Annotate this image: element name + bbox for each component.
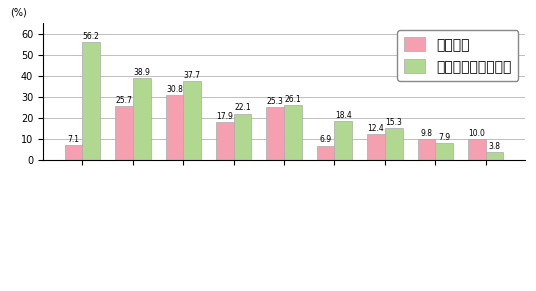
Text: 15.3: 15.3 [385,118,402,127]
Text: 17.9: 17.9 [217,112,233,121]
Bar [183,81,201,160]
Bar [65,145,83,160]
Bar [216,123,234,160]
Bar [418,139,435,160]
Text: 12.4: 12.4 [368,124,384,133]
Text: 37.7: 37.7 [184,71,200,80]
Bar [334,121,352,160]
Bar [83,42,100,160]
Bar [435,143,453,160]
Text: 3.8: 3.8 [488,142,501,151]
Text: 7.9: 7.9 [438,133,450,142]
Text: 25.3: 25.3 [267,97,284,106]
Bar [266,107,284,160]
Text: 22.1: 22.1 [234,104,251,113]
Bar [133,78,151,160]
Text: 7.1: 7.1 [68,135,80,144]
Bar [284,105,302,160]
Bar [468,139,486,160]
Text: 30.8: 30.8 [166,85,183,94]
Bar [317,146,334,160]
Bar [234,113,251,160]
Bar [367,134,385,160]
Text: 56.2: 56.2 [83,32,100,41]
Bar [486,152,503,160]
Bar [166,95,183,160]
Legend: パソコン, 携帯インターネット: パソコン, 携帯インターネット [397,30,518,81]
Text: 26.1: 26.1 [285,95,301,104]
Text: 38.9: 38.9 [133,68,150,77]
Bar [385,128,403,160]
Text: 6.9: 6.9 [319,136,332,144]
Y-axis label: (%): (%) [10,8,27,18]
Text: 25.7: 25.7 [116,96,132,105]
Text: 18.4: 18.4 [335,111,352,120]
Text: 10.0: 10.0 [468,129,485,138]
Bar [115,106,133,160]
Text: 9.8: 9.8 [420,129,433,139]
